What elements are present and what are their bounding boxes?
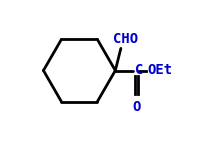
Text: OEt: OEt: [146, 63, 171, 77]
Text: CHO: CHO: [113, 32, 138, 46]
Text: O: O: [132, 100, 140, 114]
Text: C: C: [135, 63, 143, 77]
